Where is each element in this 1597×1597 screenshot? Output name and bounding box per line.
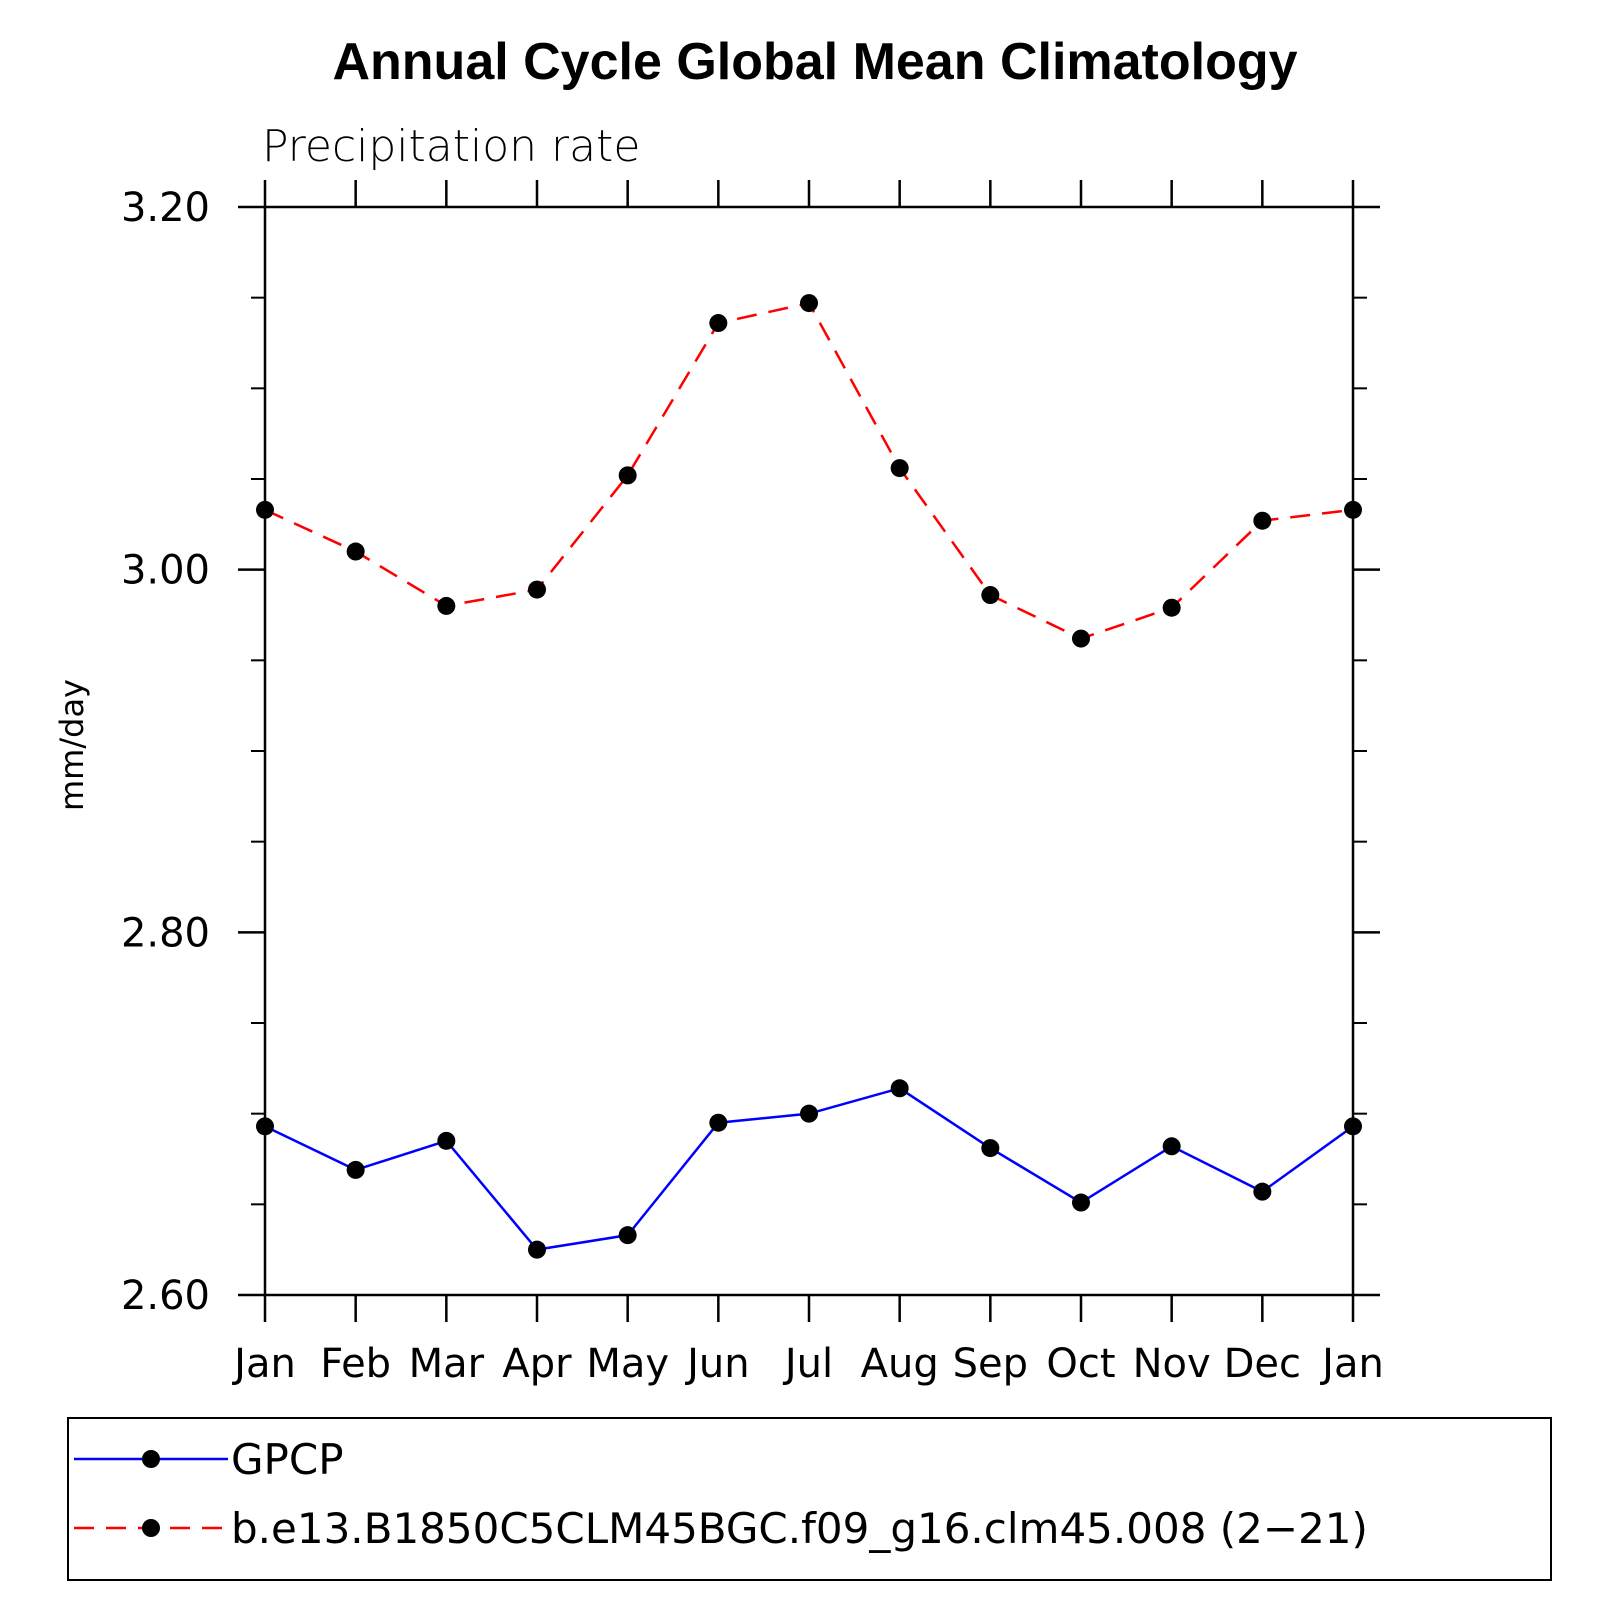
y-axis-label: mm/day (53, 679, 91, 811)
data-point (437, 1131, 456, 1150)
data-point (1162, 598, 1181, 617)
plot-frame (263, 205, 1355, 1297)
data-point (437, 596, 456, 615)
legend-box (67, 1417, 1552, 1581)
x-tick-label: Apr (502, 1341, 572, 1387)
data-point (890, 459, 909, 478)
x-tick-labels: Jan Feb Mar Apr May Jun Jul Aug Sep Oct Nov Dec Jan (231, 1341, 1384, 1387)
data-point (1072, 1193, 1090, 1212)
data-point (709, 314, 728, 333)
data-point (1344, 500, 1362, 519)
x-tick-label: Nov (1133, 1341, 1211, 1387)
data-point (528, 580, 546, 599)
y-tick-label: 2.60 (121, 1273, 210, 1319)
x-tick-label: Aug (861, 1341, 939, 1387)
axis-ticks (238, 180, 1380, 1322)
data-point (346, 1160, 365, 1179)
y-tick-label: 3.00 (121, 548, 210, 594)
legend-label: GPCP (231, 1435, 344, 1484)
x-tick-label: May (586, 1341, 669, 1387)
legend: GPCP b.e13.B1850C5CLM45BGC.f09_g16.clm45.… (67, 1417, 1552, 1581)
plot-border (263, 205, 1355, 1297)
data-point (709, 1113, 728, 1132)
x-tick-label: Jul (782, 1341, 833, 1387)
chart-subtitle: Precipitation rate (262, 121, 640, 172)
x-tick-label: Sep (953, 1341, 1028, 1387)
data-point (1344, 1117, 1362, 1136)
x-tick-label: Feb (320, 1341, 391, 1387)
data-point (256, 500, 274, 519)
series-line (264, 301, 1354, 640)
x-tick-label: Oct (1046, 1341, 1115, 1387)
series-layer (256, 294, 1362, 1259)
y-tick-label: 3.20 (121, 185, 210, 231)
x-tick-label: Jun (684, 1341, 750, 1387)
x-tick-label: Jan (231, 1341, 296, 1387)
y-tick-label: 2.80 (121, 910, 210, 956)
y-tick-labels: 2.60 2.80 3.00 3.20 (121, 185, 210, 1319)
x-tick-label: Jan (1319, 1341, 1384, 1387)
legend-item: GPCP (74, 1435, 344, 1484)
data-point (256, 1117, 274, 1136)
data-point (1253, 1182, 1272, 1201)
data-point (618, 1226, 637, 1245)
x-tick-label: Dec (1224, 1341, 1301, 1387)
data-point (800, 294, 818, 313)
data-point (618, 466, 637, 485)
data-point (890, 1079, 909, 1098)
legend-label: b.e13.B1850C5CLM45BGC.f09_g16.clm45.008 … (231, 1504, 1368, 1553)
data-point (346, 542, 365, 561)
data-point (800, 1104, 818, 1123)
data-point (1253, 511, 1272, 530)
data-point (1072, 629, 1090, 648)
data-point (981, 1139, 1000, 1158)
data-point (528, 1240, 546, 1259)
legend-marker (142, 1450, 160, 1468)
x-tick-label: Mar (409, 1341, 485, 1387)
legend-item: b.e13.B1850C5CLM45BGC.f09_g16.clm45.008 … (74, 1504, 1368, 1553)
chart-title: Annual Cycle Global Mean Climatology (332, 33, 1297, 91)
series-2 (256, 294, 1362, 648)
legend-marker (142, 1519, 160, 1537)
series-1 (256, 1079, 1362, 1259)
data-point (981, 586, 1000, 605)
data-point (1162, 1137, 1181, 1156)
